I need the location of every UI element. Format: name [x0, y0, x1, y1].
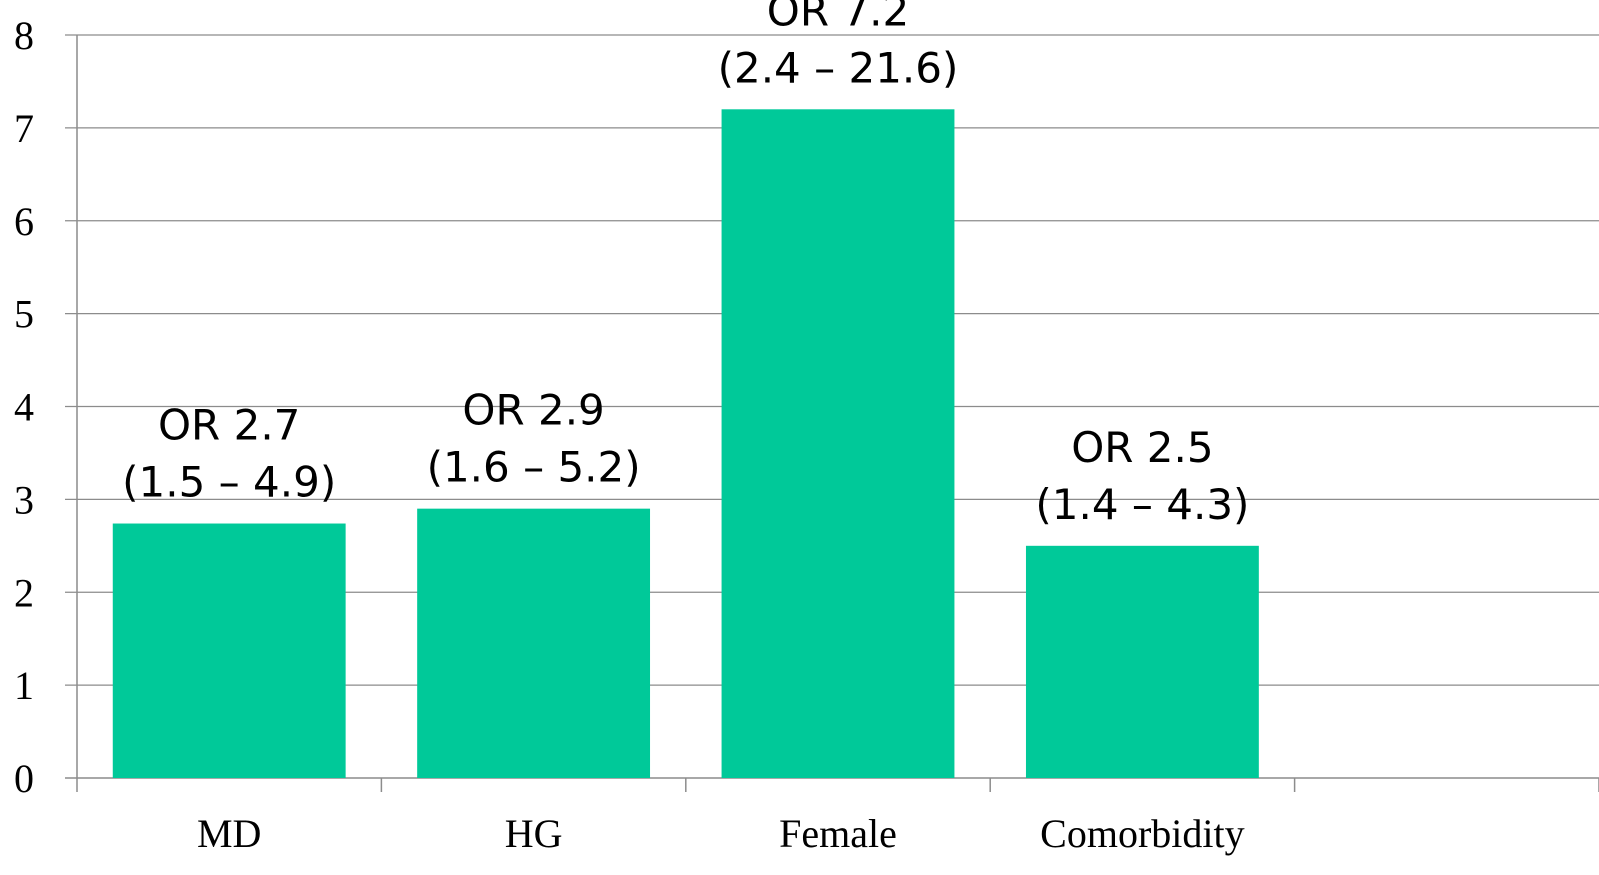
data-label-comorbidity-line-1: OR 2.5	[1071, 423, 1213, 472]
data-label-hg-line-2: (1.6 – 5.2)	[427, 443, 641, 492]
data-label-hg-line-1: OR 2.9	[462, 386, 604, 435]
data-labels: OR 2.7 (1.5 – 4.9) OR 2.9 (1.6 – 5.2) OR 7.2…	[122, 0, 1249, 529]
y-tick-label-5: 5	[14, 292, 34, 337]
x-tick-label-md: MD	[197, 811, 261, 856]
y-tick-label-6: 6	[14, 199, 34, 244]
bar-comorbidity	[1025, 545, 1259, 778]
x-tick-label-comorbidity: Comorbidity	[1040, 811, 1244, 856]
bar-hg	[417, 508, 651, 778]
y-tick-label-4: 4	[14, 385, 34, 430]
y-tick-label-1: 1	[14, 663, 34, 708]
y-tick-label-3: 3	[14, 477, 34, 522]
data-label-md-line-2: (1.5 – 4.9)	[122, 458, 336, 507]
y-axis-tick-labels: 0 1 2 3 4 5 6 7 8	[14, 13, 34, 801]
x-tick-label-female: Female	[779, 811, 897, 856]
bars	[112, 109, 1259, 779]
y-tick-label-0: 0	[14, 756, 34, 801]
data-label-md-line-1: OR 2.7	[158, 401, 300, 450]
y-tick-label-2: 2	[14, 570, 34, 615]
x-axis-tick-labels: MD HG Female Comorbidity	[197, 811, 1245, 856]
data-label-female-line-2: (2.4 – 21.6)	[718, 43, 959, 92]
y-tick-label-8: 8	[14, 13, 34, 58]
data-label-female-line-1: OR 7.2	[767, 0, 909, 35]
bar-md	[112, 523, 346, 778]
bar-female	[721, 109, 955, 779]
x-tick-label-hg: HG	[505, 811, 563, 856]
y-tick-label-7: 7	[14, 106, 34, 151]
data-label-comorbidity-line-2: (1.4 – 4.3)	[1035, 480, 1249, 529]
